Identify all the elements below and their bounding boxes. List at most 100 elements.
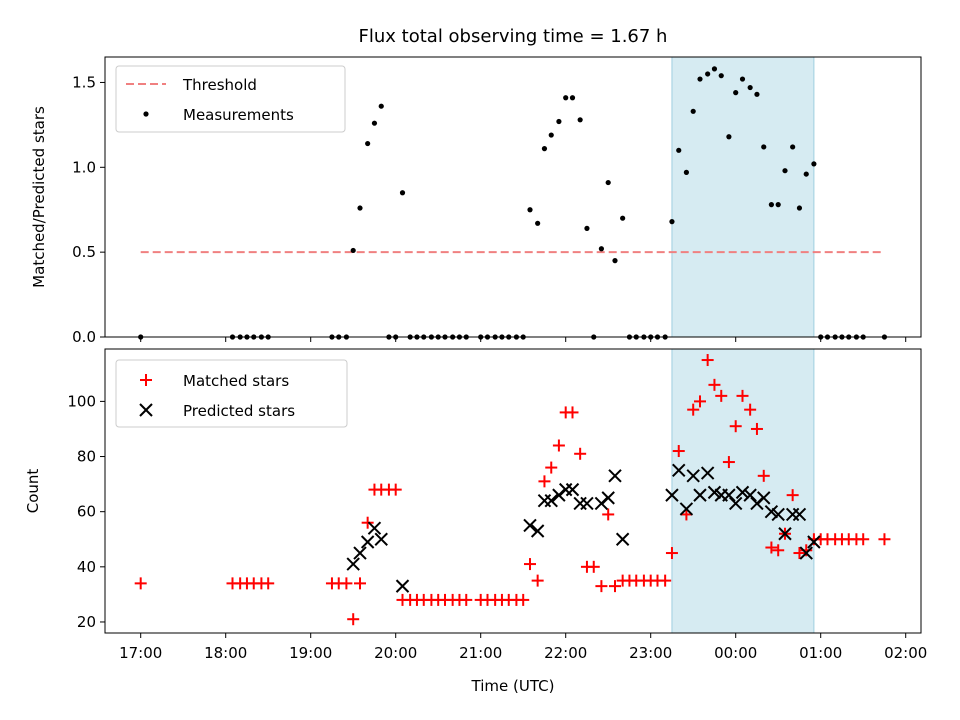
bottom-legend: Matched stars Predicted stars: [115, 359, 348, 428]
legend-matched-label: Matched stars: [183, 372, 289, 390]
predicted-point: [799, 546, 813, 560]
matched-point: [687, 403, 700, 416]
matched-point: [460, 593, 473, 606]
measurement-point: [733, 90, 739, 96]
legend-measurement-swatch: [143, 111, 149, 117]
measurement-point: [697, 76, 703, 82]
matched-point: [134, 577, 147, 590]
measurement-point: [747, 84, 753, 91]
top-y-axis-label: Matched/Predicted stars: [30, 106, 48, 288]
x-tick-label: 19:00: [289, 644, 332, 662]
matched-point: [857, 533, 870, 546]
measurement-point: [584, 225, 590, 231]
measurement-point: [718, 73, 724, 79]
matched-point: [587, 560, 600, 573]
predicted-point: [693, 488, 707, 502]
matched-point: [729, 420, 742, 433]
bottom-y-ticks: 20 40 60 80 100: [67, 392, 105, 631]
x-tick-label: 21:00: [459, 644, 502, 662]
predicted-point: [573, 496, 587, 511]
measurement-point: [548, 132, 554, 138]
predicted-point: [757, 491, 771, 505]
matched-point: [786, 489, 799, 502]
predicted-point: [679, 502, 694, 516]
matched-point: [665, 547, 678, 560]
measurement-point: [754, 91, 760, 97]
predicted-point: [764, 504, 779, 519]
top-y-tick-label: 0.0: [72, 328, 96, 346]
legend-predicted-label: Predicted stars: [183, 402, 295, 420]
predicted-point: [374, 532, 388, 546]
bottom-y-tick-label: 20: [77, 613, 96, 631]
predicted-point: [792, 507, 807, 522]
x-tick-label: 01:00: [799, 644, 842, 662]
bottom-y-tick-label: 60: [77, 503, 96, 521]
matched-point: [672, 445, 685, 458]
matched-point: [609, 580, 621, 593]
top-axes-frame: [104, 56, 922, 338]
measurement-point: [577, 117, 583, 123]
predicted-point: [672, 463, 686, 478]
predicted-point: [367, 521, 382, 535]
measurement-point: [541, 146, 548, 152]
matched-point: [347, 613, 360, 626]
matched-point: [517, 593, 530, 606]
matched-point: [772, 544, 785, 557]
measurement-point: [768, 202, 775, 208]
measurement-point: [790, 144, 796, 150]
top-panel: 0.0 0.5 1.0 1.5 Matched/Predicted stars Thr…: [30, 56, 922, 346]
predicted-point: [686, 469, 700, 483]
predicted-point: [722, 488, 736, 502]
matched-point: [793, 547, 806, 560]
predicted-point: [353, 546, 367, 560]
top-legend-box: [115, 65, 346, 133]
predicted-point: [580, 496, 594, 511]
predicted-point: [728, 496, 743, 511]
matched-point: [574, 447, 587, 460]
matched-point: [340, 577, 353, 590]
predicted-point: [601, 491, 615, 505]
x-tick-label: 20:00: [374, 644, 417, 662]
legend-measurement-label: Measurements: [183, 106, 294, 124]
matched-point: [595, 580, 608, 593]
measurement-points: [138, 66, 888, 340]
legend-matched-swatch: [140, 374, 152, 386]
predicted-point: [608, 469, 622, 483]
top-y-tick-label: 0.5: [72, 243, 96, 261]
predicted-point: [537, 493, 552, 508]
top-y-ticks: 0.0 0.5 1.0 1.5: [72, 73, 105, 346]
predicted-point: [743, 488, 757, 502]
bottom-x-ticks: 17:00 18:00 19:00 20:00 21:00 22:00 23:00 00:00…: [119, 633, 927, 662]
predicted-points: [346, 463, 821, 593]
matched-points: [134, 354, 891, 626]
measurement-point: [620, 215, 626, 221]
matched-point: [878, 533, 891, 546]
measurement-point: [365, 140, 371, 147]
predicted-point: [778, 527, 792, 541]
bottom-panel: 20 40 60 80 100 17:00 18:00 19:00 20:00 21:00 22:…: [24, 348, 927, 695]
measurement-point: [350, 247, 356, 254]
measurement-point: [676, 147, 682, 153]
predicted-point: [558, 482, 573, 497]
measurement-point: [371, 120, 378, 126]
measurement-point: [811, 161, 817, 167]
measurement-point: [598, 246, 605, 252]
chart-title: Flux total observing time = 1.67 h: [359, 26, 668, 47]
matched-point: [389, 483, 402, 496]
predicted-point: [565, 482, 580, 497]
matched-point: [566, 406, 579, 419]
predicted-point: [735, 485, 750, 500]
x-tick-label: 23:00: [629, 644, 672, 662]
matched-point: [262, 577, 275, 590]
x-tick-label: 02:00: [884, 644, 927, 662]
matched-point: [531, 574, 544, 587]
matched-point: [659, 574, 672, 587]
measurement-point: [556, 118, 562, 125]
measurement-point: [535, 220, 541, 226]
measurement-point: [399, 190, 406, 196]
measurement-point: [761, 144, 767, 150]
matched-point: [361, 516, 374, 529]
predicted-point: [523, 518, 537, 533]
x-tick-label: 18:00: [204, 644, 247, 662]
predicted-point: [700, 466, 715, 480]
